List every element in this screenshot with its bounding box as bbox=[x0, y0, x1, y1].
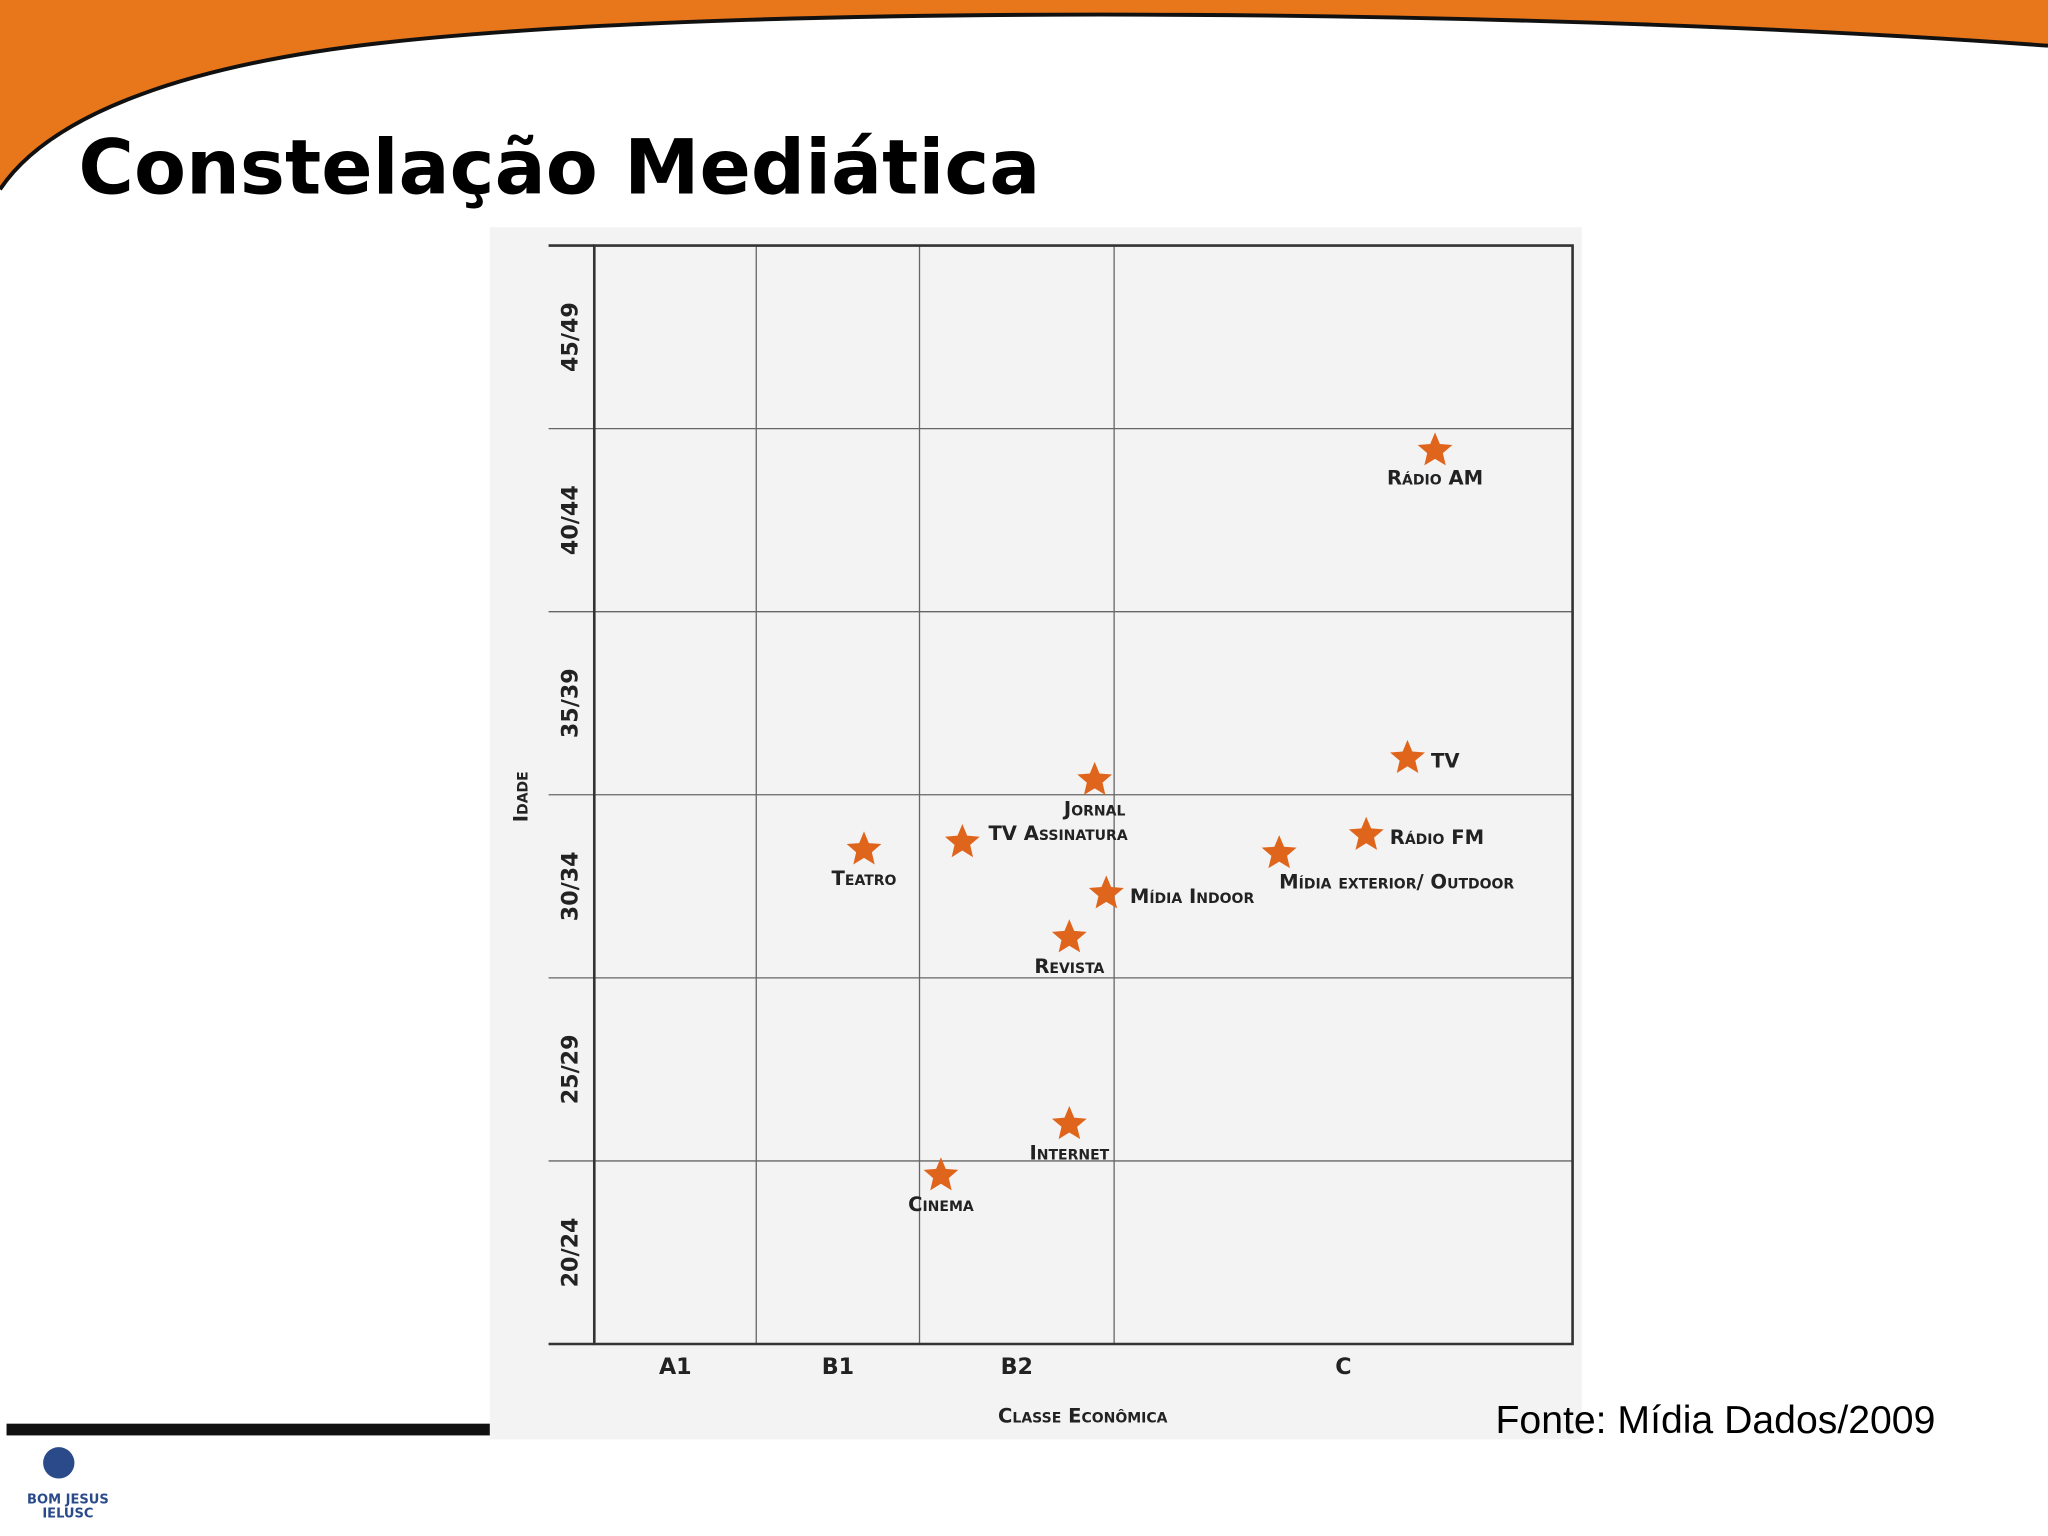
plot-frame bbox=[592, 244, 1574, 1346]
source-note: Fonte: Mídia Dados/2009 bbox=[1496, 1399, 1936, 1442]
y-tick-label: 40/44 bbox=[557, 485, 583, 555]
point-label: Internet bbox=[1029, 1142, 1109, 1165]
footer-bar bbox=[6, 1423, 490, 1436]
header-band bbox=[0, 0, 2048, 190]
logo-text: IELUSC bbox=[42, 1507, 93, 1522]
y-axis-title: Idade bbox=[510, 771, 533, 822]
y-tick-label: 20/24 bbox=[557, 1218, 583, 1288]
y-tick-label: 30/34 bbox=[557, 851, 583, 921]
point-label: TV Assinatura bbox=[988, 822, 1127, 845]
star-marker bbox=[1390, 739, 1425, 773]
plot: 20/24 25/29 30/34 35/39 40/44 45/49 A1 B1 B2 C Cla… bbox=[510, 244, 1574, 1427]
star-marker bbox=[923, 1157, 959, 1191]
y-tick-label: 45/49 bbox=[557, 302, 583, 372]
x-tick-label: B2 bbox=[1001, 1354, 1033, 1380]
point-label: Rádio FM bbox=[1390, 826, 1484, 849]
star-marker bbox=[1051, 919, 1087, 953]
y-tick-label: 25/29 bbox=[557, 1034, 583, 1104]
logo-text: BOM JESUS bbox=[27, 1492, 109, 1507]
point-label: Mídia exterior/ Outdoor bbox=[1279, 871, 1514, 894]
slide-title: Constelação Mediática bbox=[78, 123, 1040, 211]
logo-icon bbox=[43, 1447, 75, 1479]
point-label: Cinema bbox=[908, 1193, 974, 1216]
x-tick-label: B1 bbox=[822, 1354, 854, 1380]
star-marker bbox=[1088, 875, 1124, 909]
star-marker bbox=[1051, 1106, 1087, 1140]
logo: BOM JESUS IELUSC bbox=[27, 1447, 109, 1522]
star-marker bbox=[1261, 835, 1297, 869]
x-tick-label: A1 bbox=[659, 1354, 692, 1380]
point-label: Revista bbox=[1034, 955, 1104, 978]
header-curve bbox=[0, 12, 2048, 191]
y-tick-label: 35/39 bbox=[557, 668, 583, 738]
point-label: Teatro bbox=[832, 867, 897, 890]
point-label: TV bbox=[1431, 749, 1460, 772]
chart-background bbox=[489, 227, 1582, 1440]
point-label: Rádio AM bbox=[1387, 467, 1483, 490]
point-label: Mídia Indoor bbox=[1130, 885, 1255, 908]
star-marker bbox=[1077, 761, 1113, 795]
star-marker bbox=[1348, 816, 1384, 850]
x-axis-title: Classe Econômica bbox=[998, 1404, 1168, 1427]
star-marker bbox=[1417, 432, 1453, 466]
star-marker bbox=[846, 831, 882, 865]
point-label: Jornal bbox=[1062, 797, 1126, 820]
star-marker bbox=[944, 824, 980, 858]
x-tick-label: C bbox=[1335, 1354, 1351, 1380]
